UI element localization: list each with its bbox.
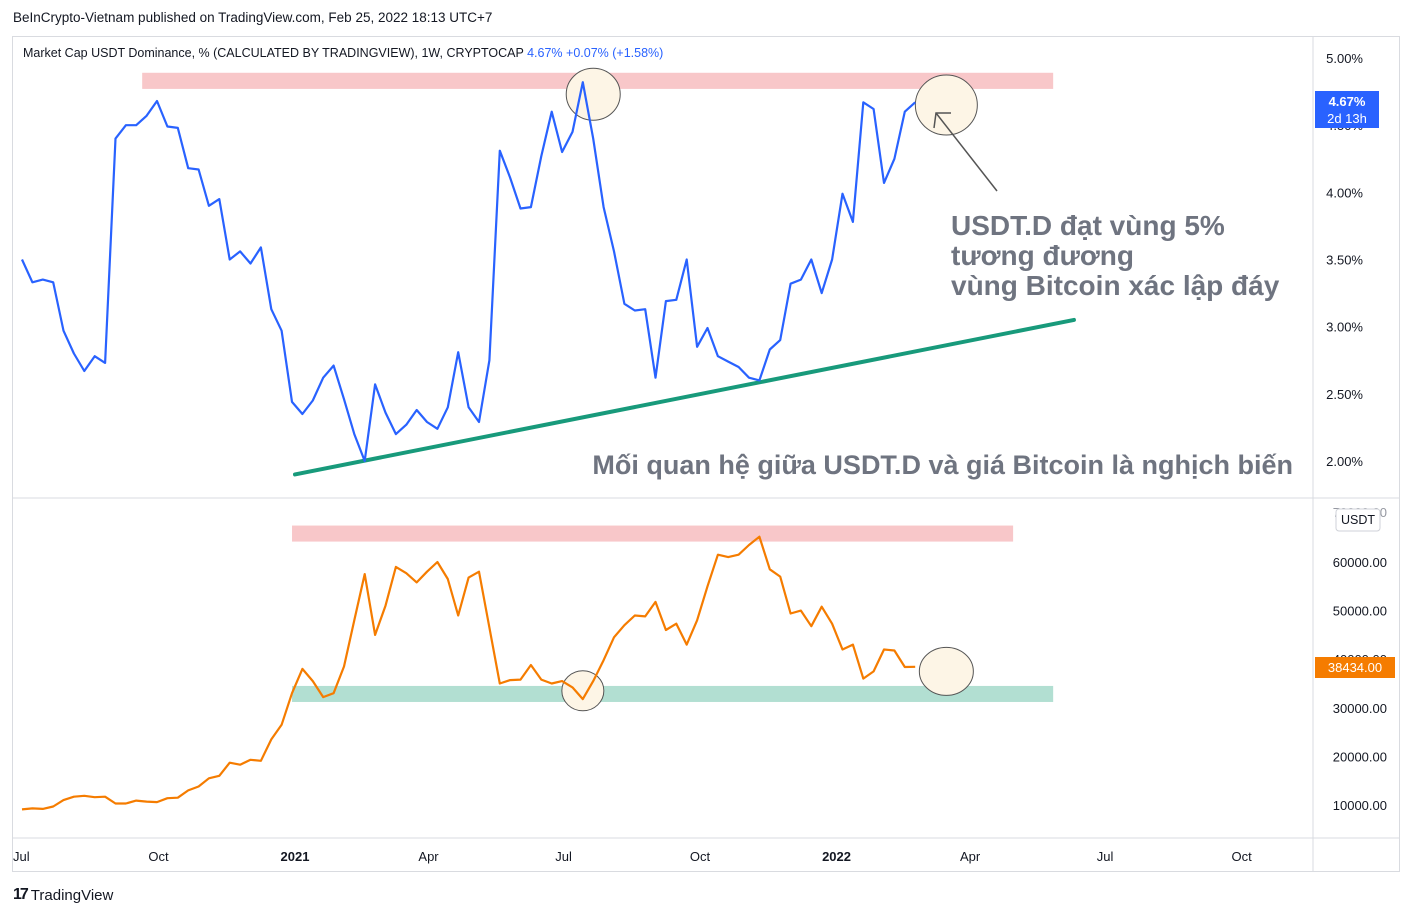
btc-last-price-box: [1315, 657, 1395, 678]
dominance-y-tick: 5.00%: [1326, 51, 1363, 66]
support-trendline: [293, 317, 1076, 477]
series-legend[interactable]: Market Cap USDT Dominance, % (CALCULATED…: [23, 46, 663, 60]
annotation-arrow-head: [933, 112, 951, 129]
x-tick-label: Apr: [960, 849, 981, 864]
dominance-y-tick: 3.00%: [1326, 320, 1363, 335]
x-tick-label: Jul: [13, 849, 30, 864]
dominance-y-tick: 3.50%: [1326, 253, 1363, 268]
brand-label: TradingView: [30, 886, 114, 904]
btc-unit-label: USDT: [1341, 513, 1375, 527]
tradingview-brand[interactable]: 17 TradingView: [13, 886, 113, 904]
dominance-series-line: [20, 81, 916, 463]
dominance-last-price: 4.67%: [1329, 94, 1366, 109]
btc-series-line: [21, 535, 916, 811]
btc-y-tick: 10000.00: [1333, 798, 1387, 813]
annotation-note-line-1: USDT.D đạt vùng 5%: [951, 210, 1225, 241]
btc-y-tick: 60000.00: [1333, 555, 1387, 570]
btc-y-tick: 20000.00: [1333, 749, 1387, 764]
tradingview-logo-icon: 17: [13, 886, 29, 903]
x-tick-label: Jul: [1097, 849, 1114, 864]
btc-support-zone: [292, 685, 1054, 702]
dominance-y-tick: 2.00%: [1326, 454, 1363, 469]
annotation-note-line-3: vùng Bitcoin xác lập đáy: [951, 270, 1280, 301]
x-tick-label: Jul: [555, 849, 572, 864]
btc-last-price: 38434.00: [1328, 660, 1382, 675]
btc-resistance-zone: [292, 525, 1014, 542]
x-tick-label: Oct: [1231, 849, 1252, 864]
btc-highlight-circle: [918, 646, 974, 696]
x-tick-label: Oct: [148, 849, 169, 864]
dominance-countdown: 2d 13h: [1327, 111, 1367, 126]
x-tick-label: Apr: [418, 849, 439, 864]
annotation-note-line-2: tương đương: [951, 240, 1134, 271]
btc-y-tick: 50000.00: [1333, 604, 1387, 619]
annotation-arrow-shaft: [935, 112, 998, 192]
dominance-highlight-circle: [914, 74, 978, 136]
x-tick-label: 2022: [822, 849, 851, 864]
chart-frame: [12, 36, 1400, 872]
dominance-y-tick: 4.00%: [1326, 185, 1363, 200]
btc-unit-box: [1335, 508, 1381, 532]
legend-title: Market Cap USDT Dominance, % (CALCULATED…: [23, 46, 524, 60]
dominance-y-tick: 2.50%: [1326, 387, 1363, 402]
x-tick-label: Oct: [690, 849, 711, 864]
annotation-relation: Mối quan hệ giữa USDT.D và giá Bitcoin l…: [592, 450, 1293, 480]
dominance-last-price-box: [1315, 91, 1379, 128]
btc-y-tick: 30000.00: [1333, 701, 1387, 716]
btc-highlight-circle: [561, 670, 605, 712]
legend-value: 4.67%: [527, 46, 563, 60]
legend-change: +0.07% (+1.58%): [566, 46, 664, 60]
x-tick-label: 2021: [281, 849, 310, 864]
publisher-line: BeInCrypto-Vietnam published on TradingV…: [13, 10, 493, 25]
dominance-highlight-circle: [565, 67, 621, 121]
